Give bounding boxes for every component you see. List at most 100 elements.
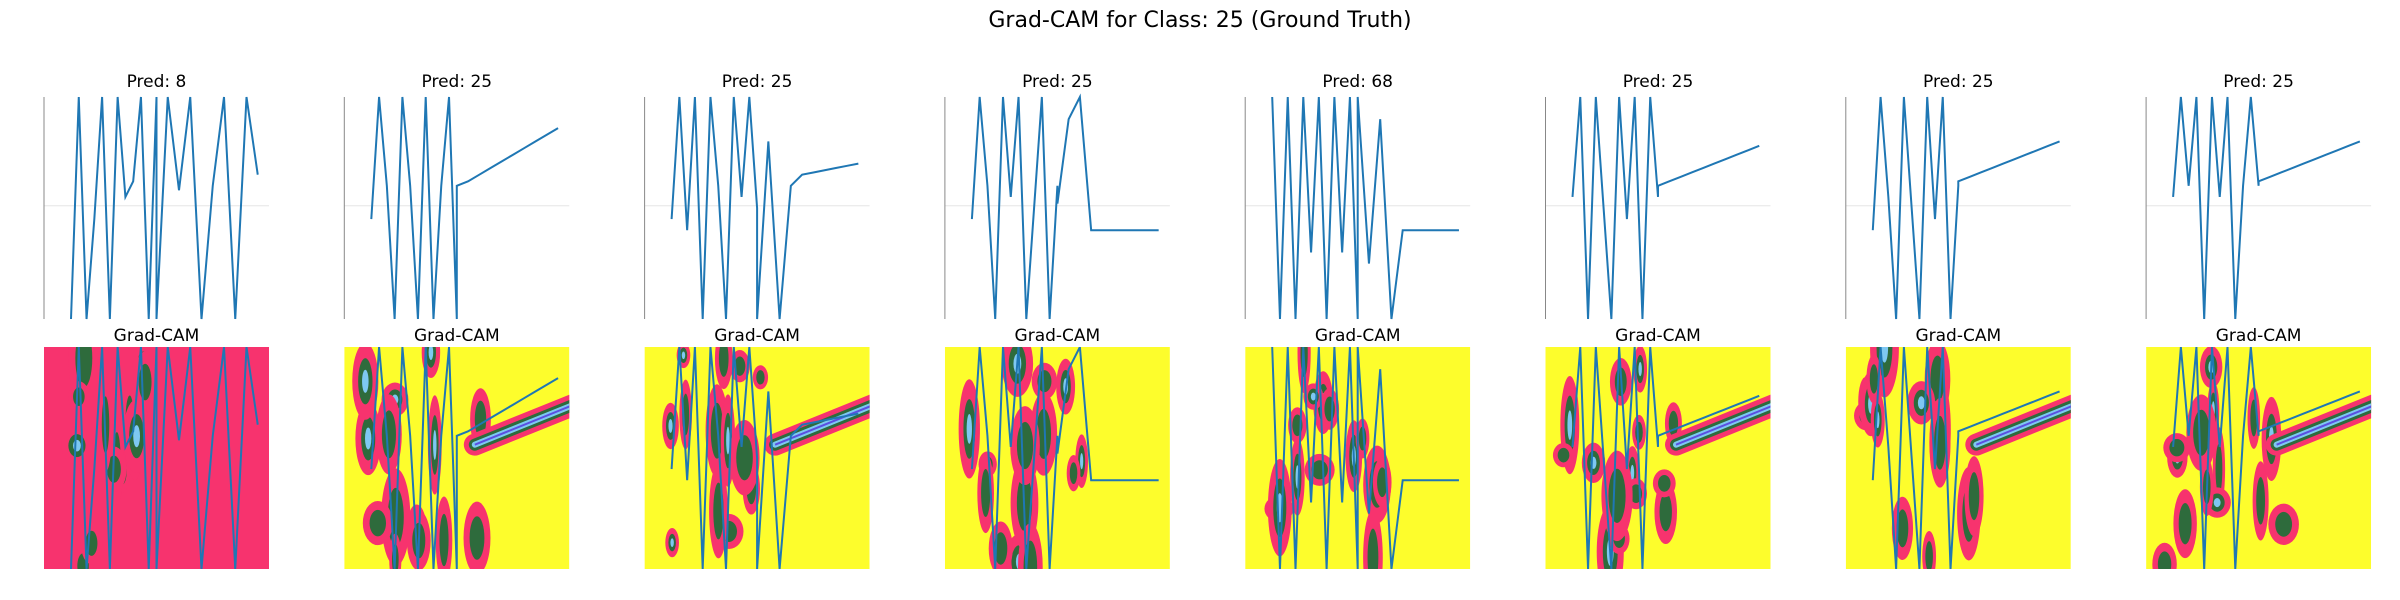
series-line: [70, 96, 259, 320]
panel-3: Pred: 25 Grad-CAM: [644, 72, 870, 569]
heat-blob-mid: [1036, 408, 1052, 459]
heat-blob-mid: [1896, 509, 1909, 548]
heat-blob-core: [133, 425, 141, 448]
gradcam-heatmap: [944, 347, 1170, 569]
panel-6: Pred: 25 Grad-CAM: [1545, 72, 1771, 569]
heat-blob-mid: [381, 410, 396, 459]
overlay-line: [1571, 347, 1760, 569]
heat-blob-mid: [981, 468, 991, 518]
heat-blob-core: [681, 351, 686, 360]
heat-blob-core: [362, 369, 369, 393]
pred-title: Pred: 25: [1022, 72, 1093, 92]
panel-7: Pred: 25 Grad-CAM: [1845, 72, 2071, 569]
heat-blob-mid: [1367, 528, 1379, 569]
heat-blob-core: [1630, 464, 1635, 481]
heat-blob-mid: [138, 363, 152, 401]
overlay-line: [70, 347, 259, 569]
heat-streak-center: [474, 405, 570, 446]
overlay-line: [2172, 347, 2361, 569]
heat-blob-mid: [1037, 370, 1052, 393]
pred-title: Pred: 25: [422, 72, 493, 92]
heat-blob-mid: [2169, 438, 2185, 457]
heat-blob-mid: [2178, 503, 2192, 545]
heat-blob-mid: [1069, 462, 1078, 485]
heat-blob-mid: [2256, 477, 2266, 525]
gradcam-heatmap: [2146, 347, 2372, 569]
overlay-line: [1871, 347, 2060, 569]
heat-blob-mid: [73, 387, 85, 406]
series-line: [370, 96, 559, 320]
overlay-line: [670, 347, 859, 569]
gradcam-heatmap: [44, 347, 269, 569]
heat-blob-mid: [1016, 421, 1034, 470]
heat-blob-mid: [734, 356, 746, 376]
heat-blob-mid: [994, 532, 1008, 565]
heat-streak-center: [1975, 405, 2071, 446]
pred-title: Pred: 25: [2223, 72, 2294, 92]
heat-blob-core: [966, 414, 972, 444]
series-line: [1271, 96, 1459, 320]
heat-blob-mid: [2215, 443, 2223, 495]
series-line: [670, 96, 859, 320]
heat-blob-mid: [474, 400, 487, 438]
plot-area: [944, 97, 1170, 319]
gradcam-heatmap: [1245, 347, 1471, 569]
gradcam-title: Grad-CAM: [714, 326, 800, 346]
panel-1: Pred: 8 Grad-CAM: [43, 72, 269, 569]
panel-4: Pred: 25 Grad-CAM: [944, 72, 1170, 569]
gradcam-title: Grad-CAM: [1015, 326, 1101, 346]
heat-blob-mid: [1658, 474, 1671, 492]
gradcam-title: Grad-CAM: [1915, 326, 2001, 346]
heat-blob-mid: [1659, 492, 1672, 532]
heatmap-background: [1545, 347, 1771, 569]
panels-group: Pred: 8 Grad-CAM Pred: 25 Grad-CAM Pred: 25 G…: [43, 72, 2372, 569]
heat-blob-mid: [1635, 421, 1643, 443]
pred-title: Pred: 68: [1322, 72, 1393, 92]
heat-streak-center: [1675, 405, 1771, 446]
plot-area: [2146, 97, 2372, 319]
gradcam-heatmap: [1845, 347, 2071, 569]
overlay-line: [1271, 347, 1459, 569]
overlay-line: [970, 347, 1159, 569]
panel-8: Pred: 25 Grad-CAM: [2145, 72, 2372, 569]
series-line: [970, 93, 1159, 320]
heat-blob-mid: [1925, 541, 1933, 569]
pred-title: Pred: 25: [1623, 72, 1694, 92]
figure-title: Grad-CAM for Class: 25 (Ground Truth): [988, 8, 1412, 33]
heat-blob-core: [668, 418, 673, 433]
heat-blob-mid: [2193, 409, 2210, 456]
plot-area: [1545, 97, 1771, 319]
gradcam-title: Grad-CAM: [114, 326, 200, 346]
series-line: [1871, 96, 2060, 320]
heat-blob-mid: [736, 435, 753, 481]
heat-blob-mid: [1608, 468, 1626, 523]
heat-blob-core: [433, 430, 437, 460]
heat-blob-mid: [1668, 410, 1679, 437]
heat-streak-center: [2276, 405, 2372, 446]
heat-blob-mid: [1377, 467, 1388, 498]
gradcam-heatmap: [644, 347, 870, 569]
heat-blob-mid: [1869, 364, 1879, 394]
heat-blob-core: [1917, 396, 1925, 410]
pred-title: Pred: 25: [1923, 72, 1994, 92]
overlay-line: [370, 347, 559, 569]
heat-blob-core: [1310, 392, 1316, 401]
heat-blob-mid: [718, 347, 729, 377]
heat-blob-core: [726, 426, 730, 455]
series-line: [1571, 96, 1760, 320]
heat-blob-core: [1567, 410, 1573, 440]
pred-title: Pred: 8: [127, 72, 187, 92]
heat-blob-mid: [756, 370, 765, 385]
gradcam-title: Grad-CAM: [1315, 326, 1401, 346]
heat-blob-core: [1880, 347, 1889, 363]
heat-blob-core: [364, 427, 372, 450]
heat-blob-mid: [439, 513, 449, 567]
series-line: [2172, 96, 2361, 320]
gradcam-title: Grad-CAM: [414, 326, 500, 346]
heat-blob-mid: [1968, 472, 1980, 521]
gradcam-heatmap: [1545, 347, 1771, 569]
heat-blob-mid: [469, 516, 485, 560]
gradcam-heatmap: [344, 347, 570, 569]
heat-blob-mid: [1557, 447, 1570, 463]
